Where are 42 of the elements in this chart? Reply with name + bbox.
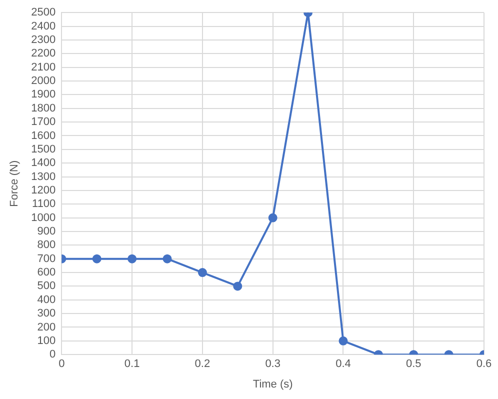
x-tick-label: 0.2 <box>194 358 210 370</box>
y-axis-title: Force (N) <box>8 160 21 207</box>
point <box>92 254 102 264</box>
y-tick-label: 400 <box>37 294 56 306</box>
y-tick-label: 1900 <box>31 88 56 101</box>
x-tick-label: 0.1 <box>124 358 140 370</box>
y-tick-label: 1000 <box>31 212 56 224</box>
y-tick-label: 200 <box>37 321 56 334</box>
y-tick-label: 2400 <box>31 20 56 32</box>
x-tick-label: 0.6 <box>476 358 492 370</box>
y-tick-label: 2300 <box>31 34 56 46</box>
y-tick-label: 0 <box>50 348 56 361</box>
y-tick-label: 100 <box>37 334 56 347</box>
x-tick-label: 0 <box>58 358 65 370</box>
point <box>338 336 348 346</box>
y-tick-label: 1500 <box>31 143 56 156</box>
y-tick-label: 1100 <box>32 198 56 210</box>
y-tick-label: 800 <box>37 239 56 252</box>
y-tick-label: 1300 <box>31 170 56 183</box>
y-tick-label: 1400 <box>31 157 56 170</box>
y-tick-label: 2100 <box>31 61 56 74</box>
y-tick-label: 2000 <box>31 75 56 88</box>
point <box>128 254 137 264</box>
y-tick-label: 600 <box>37 266 56 279</box>
y-tick-label: 900 <box>37 226 56 238</box>
point <box>233 282 242 291</box>
y-tick-label: 2200 <box>31 48 56 60</box>
y-tick-label: 1600 <box>31 130 56 142</box>
point <box>198 268 207 278</box>
y-tick-label: 2500 <box>31 6 56 19</box>
y-tick-label: 300 <box>37 308 56 320</box>
y-tick-label: 700 <box>37 252 56 265</box>
x-axis-title: Time (s) <box>252 378 293 390</box>
x-tick-label: 0.3 <box>265 358 280 370</box>
x-tick-label: 0.5 <box>406 358 422 370</box>
point <box>268 213 278 222</box>
y-tick-label: 500 <box>37 280 56 292</box>
y-tick-label: 1200 <box>31 184 56 196</box>
point <box>162 254 172 264</box>
x-tick-label: 0.4 <box>336 358 351 370</box>
y-tick-label: 1700 <box>31 116 56 128</box>
y-tick-label: 1800 <box>31 102 56 114</box>
